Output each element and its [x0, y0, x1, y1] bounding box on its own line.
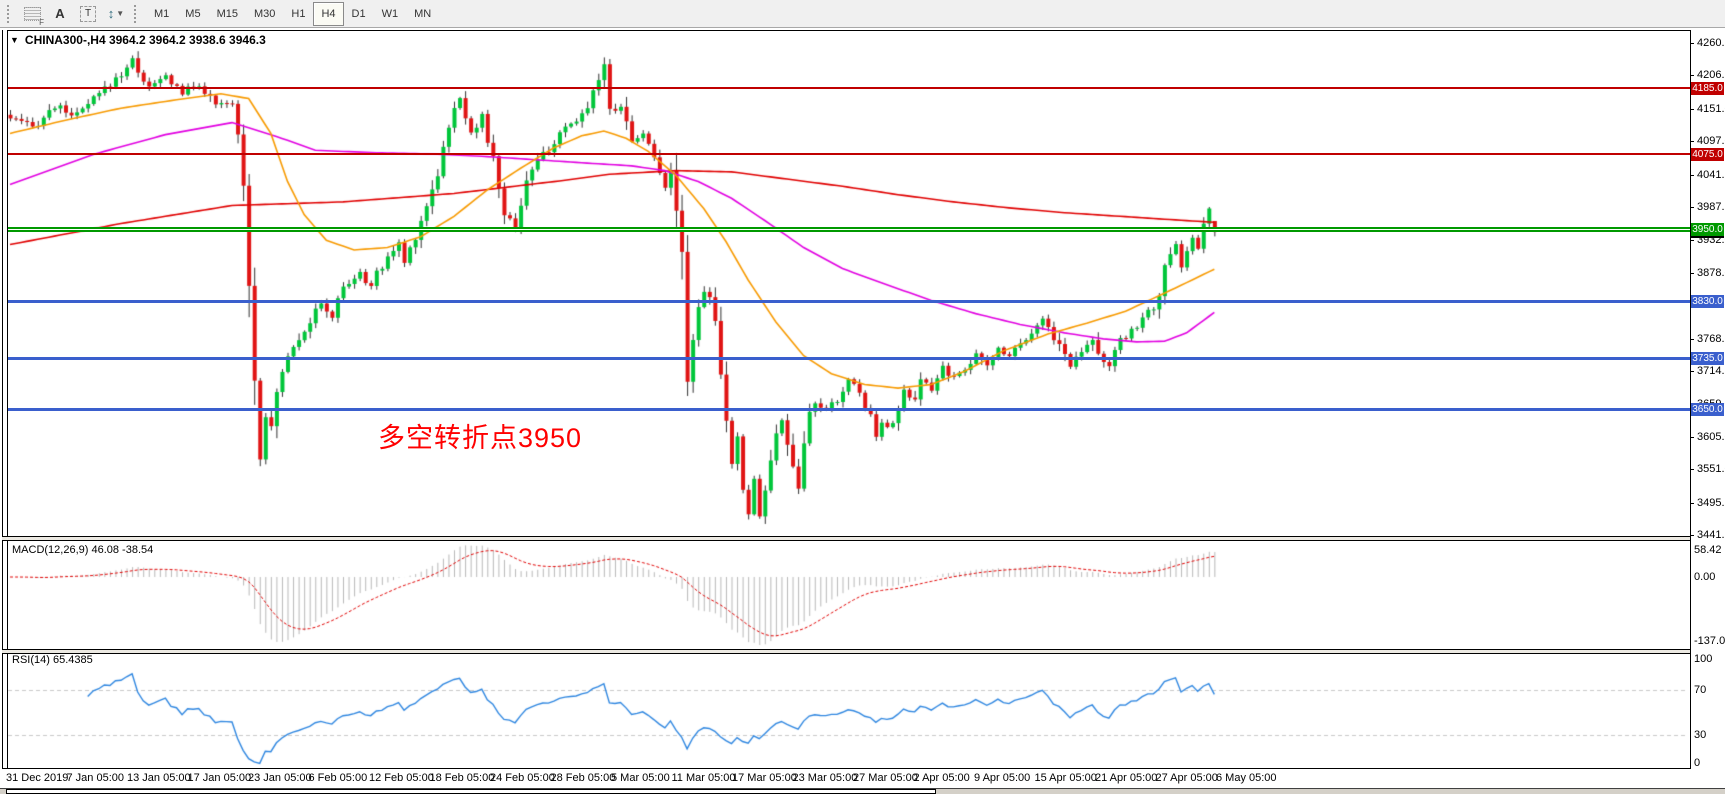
docked-window-edge	[6, 789, 936, 794]
price-tick-mark	[1690, 75, 1694, 77]
time-axis-label: 13 Jan 05:00	[127, 772, 191, 784]
panel-separator-main-macd[interactable]	[2, 536, 1690, 541]
price-tick-mark	[1690, 240, 1694, 242]
macd-indicator-label: MACD(12,26,9) 46.08 -38.54	[12, 544, 154, 556]
time-axis-label: 17 Jan 05:00	[187, 772, 252, 784]
time-axis-label: 28 Feb 05:00	[550, 772, 616, 784]
price-tick-mark	[1690, 108, 1694, 110]
price-tick-label: 4260.5	[1697, 37, 1725, 49]
price-tag-3650.0: 3650.0	[1691, 403, 1724, 417]
price-tag-3735.0: 3735.0	[1691, 352, 1724, 366]
main-panel-top-border	[7, 30, 1690, 31]
level-line-3830.0[interactable]	[8, 300, 1690, 304]
macd-axis-label: 0.00	[1694, 571, 1716, 583]
level-line-4185.0[interactable]	[8, 87, 1690, 90]
price-tick-mark	[1690, 535, 1694, 536]
time-axis-label: 24 Feb 05:00	[490, 772, 555, 784]
price-tick-mark	[1690, 436, 1694, 438]
price-tick-mark	[1690, 371, 1694, 372]
price-tick-mark	[1690, 174, 1694, 176]
price-tick-label: 3878.0	[1697, 266, 1725, 279]
level-line-4075.0[interactable]	[8, 153, 1690, 156]
price-tag-3830.0: 3830.0	[1691, 295, 1724, 309]
level-line-3650.0[interactable]	[8, 408, 1690, 412]
price-axis-border	[1690, 30, 1691, 768]
price-tick-label: 3441.5	[1697, 529, 1725, 541]
time-axis-label: 2 Apr 05:00	[913, 772, 970, 784]
time-axis-label: 6 May 05:00	[1216, 772, 1277, 784]
time-axis-label: 7 Jan 05:00	[66, 772, 125, 784]
chart-title: ▼ CHINA300-,H4 3964.2 3964.2 3938.6 3946…	[10, 33, 266, 47]
panel-separator-macd-rsi[interactable]	[2, 649, 1690, 654]
time-axis-label: 18 Feb 05:00	[429, 772, 495, 784]
price-tick-mark	[1690, 272, 1694, 274]
time-axis-label: 5 Mar 05:00	[611, 772, 670, 784]
price-tick-label: 3768.5	[1697, 332, 1725, 345]
level-line-3735.0[interactable]	[8, 357, 1690, 361]
main-panel-left-border	[7, 30, 8, 768]
time-axis-label: 31 Dec 2019	[6, 772, 69, 784]
price-tick-label: 3605.0	[1697, 430, 1725, 443]
window-left-edge	[2, 30, 3, 768]
price-tick-mark	[1690, 207, 1694, 208]
rsi-indicator-label: RSI(14) 65.4385	[12, 654, 93, 666]
time-axis-label: 23 Jan 05:00	[248, 772, 312, 784]
time-axis-label: 23 Mar 05:00	[792, 772, 858, 784]
price-tick-label: 4041.5	[1697, 168, 1725, 181]
rsi-axis-label: 70	[1694, 684, 1707, 696]
price-tick-label: 4097.0	[1697, 135, 1725, 148]
rsi-panel-bottom-border	[2, 768, 1691, 769]
time-axis-label: 27 Apr 05:00	[1155, 772, 1218, 784]
price-tick-mark	[1690, 141, 1694, 143]
time-axis-label: 9 Apr 05:00	[974, 772, 1031, 784]
price-tick-mark	[1690, 338, 1694, 340]
rsi-axis-label: 100	[1694, 653, 1713, 665]
time-axis-label: 27 Mar 05:00	[853, 772, 918, 784]
price-annotation[interactable]: 多空转折点3950	[378, 423, 583, 453]
macd-axis-label: -137.09	[1694, 635, 1725, 648]
rsi-axis-label: 30	[1694, 729, 1707, 741]
price-tick-mark	[1690, 43, 1694, 44]
time-axis-label: 11 Mar 05:00	[671, 772, 736, 784]
time-axis-label: 17 Mar 05:00	[732, 772, 797, 784]
macd-axis-label: 58.42	[1694, 543, 1722, 556]
time-axis-label: 6 Feb 05:00	[308, 772, 368, 784]
one-click-trading-arrow-icon[interactable]: ▼	[10, 35, 19, 45]
price-tag-4185.0: 4185.0	[1691, 81, 1724, 95]
price-tick-label: 3987.5	[1697, 201, 1725, 213]
price-tick-label: 4206.5	[1697, 69, 1725, 82]
chart-title-text: CHINA300-,H4 3964.2 3964.2 3938.6 3946.3	[24, 33, 266, 47]
price-tick-label: 3714.5	[1697, 365, 1725, 377]
rsi-axis-label: 0	[1694, 757, 1701, 769]
level-line-3950.0[interactable]	[8, 227, 1690, 233]
time-axis-label: 15 Apr 05:00	[1034, 772, 1097, 784]
time-axis-label: 12 Feb 05:00	[369, 772, 434, 784]
price-tag-3950.0: 3950.0	[1691, 223, 1724, 237]
price-tick-label: 4151.0	[1697, 102, 1725, 115]
time-axis-label: 21 Apr 05:00	[1095, 772, 1158, 784]
price-tick-label: 3551.0	[1697, 463, 1725, 476]
price-tick-mark	[1690, 502, 1694, 504]
price-tick-label: 3495.5	[1697, 496, 1725, 509]
price-tag-4075.0: 4075.0	[1691, 147, 1724, 161]
price-tick-mark	[1690, 469, 1694, 471]
